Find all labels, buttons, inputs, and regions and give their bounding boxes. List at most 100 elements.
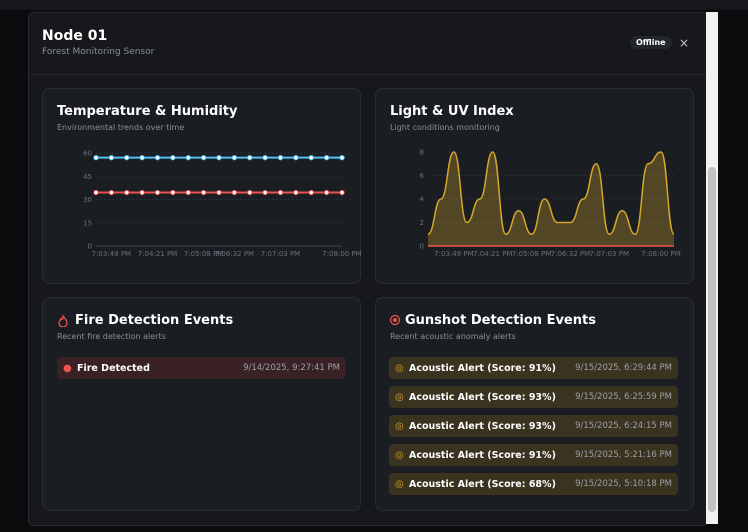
y-tick-label: 6 <box>420 172 425 180</box>
chart-subtitle: Light conditions monitoring <box>390 123 500 132</box>
x-tick-label: 7:04:21 PM <box>138 250 177 258</box>
temp-card <box>42 88 361 284</box>
x-tick-label: 7:04:21 PM <box>473 250 512 258</box>
event-icon: ● <box>63 362 72 374</box>
point <box>154 189 161 196</box>
point <box>339 154 345 161</box>
x-tick-label: 7:05:08 PM <box>184 250 223 258</box>
y-tick-label: 0 <box>88 243 92 251</box>
fire-subtitle: Recent fire detection alerts <box>57 332 166 341</box>
x-tick-label: 7:07:03 PM <box>261 250 300 258</box>
point <box>293 154 299 161</box>
event-label: Fire Detected <box>77 362 150 374</box>
point <box>262 154 268 161</box>
event-item[interactable]: ◎ Acoustic Alert (Score: 93%) 9/15/2025, 6… <box>389 415 678 437</box>
gunshot-icon <box>389 314 401 326</box>
x-tick-label: 7:08:00 PM <box>322 250 361 258</box>
point <box>247 154 253 161</box>
event-item[interactable]: ◎ Acoustic Alert (Score: 91%) 9/15/2025, 6… <box>389 357 678 379</box>
point <box>277 189 284 196</box>
x-tick-label: 7:07:03 PM <box>590 250 629 258</box>
fire-title: Fire Detection Events <box>75 313 234 328</box>
event-item[interactable]: ● Fire Detected 9/14/2025, 9:27:41 PM <box>57 357 346 379</box>
point <box>154 154 161 161</box>
chart-title: Light & UV Index <box>390 104 514 119</box>
point <box>170 154 176 161</box>
scrollbar[interactable] <box>706 12 718 524</box>
gunshot-title: Gunshot Detection Events <box>405 313 596 328</box>
event-time: 9/15/2025, 5:21:16 PM <box>575 450 672 460</box>
area <box>428 152 674 246</box>
point <box>93 189 99 196</box>
point <box>216 189 222 196</box>
point <box>231 189 238 196</box>
point <box>170 189 176 196</box>
y-tick-label: 45 <box>83 173 92 181</box>
point <box>124 154 130 161</box>
point <box>139 154 145 161</box>
chart-subtitle: Environmental trends over time <box>57 123 185 132</box>
point <box>200 189 207 196</box>
event-label: Acoustic Alert (Score: 91%) <box>409 362 556 374</box>
event-icon: ◎ <box>395 478 404 490</box>
point <box>108 189 115 196</box>
y-tick-label: 15 <box>83 219 92 227</box>
event-icon: ◎ <box>395 420 404 432</box>
y-tick-label: 0 <box>420 243 424 251</box>
point <box>247 189 253 196</box>
point <box>200 154 207 161</box>
point <box>323 189 330 196</box>
x-tick-label: 7:08:00 PM <box>641 250 680 258</box>
point <box>185 189 191 196</box>
point <box>124 189 130 196</box>
event-item[interactable]: ◎ Acoustic Alert (Score: 91%) 9/15/2025, 5… <box>389 444 678 466</box>
point <box>216 154 222 161</box>
fire-card <box>42 297 361 511</box>
backdrop-bar <box>0 0 748 10</box>
event-icon: ◎ <box>395 449 404 461</box>
divider <box>28 74 706 75</box>
event-time: 9/15/2025, 6:24:15 PM <box>575 421 672 431</box>
point <box>231 154 238 161</box>
y-tick-label: 60 <box>83 150 92 158</box>
y-tick-label: 2 <box>420 219 424 227</box>
light-card <box>375 88 694 284</box>
point <box>323 154 330 161</box>
x-tick-label: 7:05:08 PM <box>512 250 551 258</box>
event-label: Acoustic Alert (Score: 91%) <box>409 449 556 461</box>
event-time: 9/15/2025, 6:25:59 PM <box>575 392 672 402</box>
point <box>139 189 145 196</box>
node-title: Node 01 <box>42 28 108 44</box>
gunshot-subtitle: Recent acoustic anomaly alerts <box>390 332 516 341</box>
point <box>93 154 99 161</box>
event-item[interactable]: ◎ Acoustic Alert (Score: 68%) 9/15/2025, 5… <box>389 473 678 495</box>
event-item[interactable]: ◎ Acoustic Alert (Score: 93%) 9/15/2025, 6… <box>389 386 678 408</box>
point <box>308 154 314 161</box>
x-tick-label: 7:03:49 PM <box>434 250 473 258</box>
fire-icon <box>58 315 68 327</box>
point <box>293 189 299 196</box>
event-icon: ◎ <box>395 362 404 374</box>
event-time: 9/14/2025, 9:27:41 PM <box>243 363 340 373</box>
event-time: 9/15/2025, 5:10:18 PM <box>575 479 672 489</box>
status-badge: Offline <box>630 36 672 49</box>
chart-title: Temperature & Humidity <box>57 104 238 119</box>
point <box>308 189 314 196</box>
event-icon: ◎ <box>395 391 404 403</box>
point <box>339 189 345 196</box>
close-button[interactable]: × <box>679 36 690 50</box>
y-tick-label: 8 <box>420 149 424 157</box>
x-tick-label: 7:06:32 PM <box>215 250 254 258</box>
point <box>262 189 268 196</box>
point <box>108 154 115 161</box>
event-label: Acoustic Alert (Score: 68%) <box>409 478 556 490</box>
event-label: Acoustic Alert (Score: 93%) <box>409 420 556 432</box>
y-tick-label: 4 <box>420 196 425 204</box>
point <box>277 154 284 161</box>
y-tick-label: 30 <box>83 196 92 204</box>
area-line <box>427 151 675 236</box>
node-subtitle: Forest Monitoring Sensor <box>42 47 155 57</box>
point <box>185 154 191 161</box>
